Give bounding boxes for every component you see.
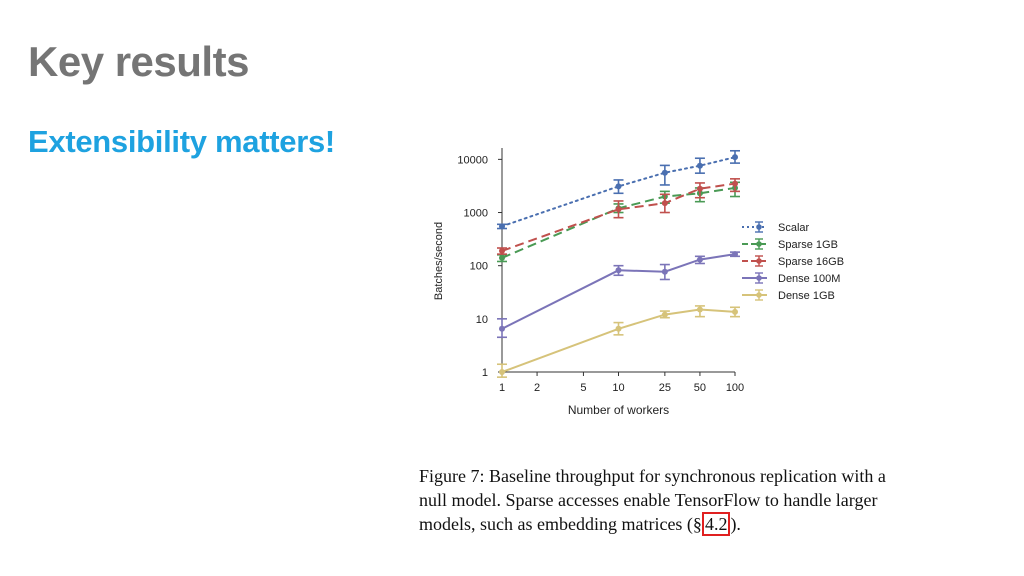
series-dense-1gb xyxy=(497,305,740,378)
series-scalar xyxy=(497,149,740,230)
legend-label: Dense 1GB xyxy=(778,290,835,302)
data-point xyxy=(499,325,505,332)
data-point xyxy=(732,251,738,258)
caption-end: ). xyxy=(730,514,741,534)
caption-section-ref: 4.2 xyxy=(701,512,731,536)
slide-title: Key results xyxy=(28,38,249,85)
data-point xyxy=(499,247,505,254)
legend-marker xyxy=(756,224,762,230)
y-axis-label: Batches/second xyxy=(433,222,445,300)
data-point xyxy=(732,154,738,161)
data-point xyxy=(499,254,505,261)
data-point xyxy=(696,306,703,313)
x-axis-label: Number of workers xyxy=(568,403,669,417)
legend-marker xyxy=(756,241,762,247)
data-point xyxy=(615,325,622,332)
data-point xyxy=(696,162,703,169)
data-point xyxy=(732,308,738,315)
legend-label: Sparse 1GB xyxy=(778,239,838,251)
data-point xyxy=(696,256,703,263)
x-tick-label: 50 xyxy=(694,382,706,394)
y-tick-label: 1 xyxy=(482,367,488,379)
legend-entry: Dense 1GB xyxy=(742,289,835,302)
series-sparse-1gb xyxy=(497,181,740,263)
legend-marker xyxy=(756,292,762,298)
slide-subtitle: Extensibility matters! xyxy=(28,124,335,159)
x-tick-label: 5 xyxy=(580,382,586,394)
x-tick-label: 2 xyxy=(534,382,540,394)
y-tick-label: 10000 xyxy=(457,154,488,166)
legend-label: Sparse 16GB xyxy=(778,256,844,268)
legend-entry: Sparse 16GB xyxy=(742,255,844,268)
data-point xyxy=(661,169,668,176)
data-point xyxy=(499,223,505,230)
data-point xyxy=(661,311,668,318)
data-point xyxy=(661,268,668,275)
data-point xyxy=(661,200,668,207)
x-tick-label: 100 xyxy=(726,382,744,394)
chart-series xyxy=(497,149,740,378)
series-line xyxy=(501,308,736,373)
legend-label: Dense 100M xyxy=(778,273,840,285)
legend-marker xyxy=(756,258,762,264)
y-tick-label: 10 xyxy=(476,314,488,326)
data-point xyxy=(732,180,738,187)
caption-text: Figure 7: Baseline throughput for synchr… xyxy=(419,466,886,534)
legend-entry: Scalar xyxy=(742,221,810,234)
data-point xyxy=(499,369,505,375)
legend-entry: Dense 100M xyxy=(742,272,840,285)
y-tick-label: 1000 xyxy=(464,208,488,220)
data-point xyxy=(615,183,622,190)
series-sparse-16gb xyxy=(497,178,740,255)
legend-entry: Sparse 1GB xyxy=(742,238,838,251)
figure-caption: Figure 7: Baseline throughput for synchr… xyxy=(419,464,889,536)
data-point xyxy=(615,206,622,213)
x-tick-label: 25 xyxy=(659,382,671,394)
series-dense-100m xyxy=(497,251,740,339)
data-point xyxy=(615,267,622,274)
x-tick-label: 10 xyxy=(612,382,624,394)
y-tick-label: 100 xyxy=(470,261,488,273)
legend-label: Scalar xyxy=(778,222,810,234)
chart-legend: Scalar Sparse 1GB Sparse 16GB Dense 100M Den… xyxy=(742,221,844,302)
data-point xyxy=(696,185,703,192)
legend-marker xyxy=(756,275,762,281)
x-tick-label: 1 xyxy=(499,382,505,394)
